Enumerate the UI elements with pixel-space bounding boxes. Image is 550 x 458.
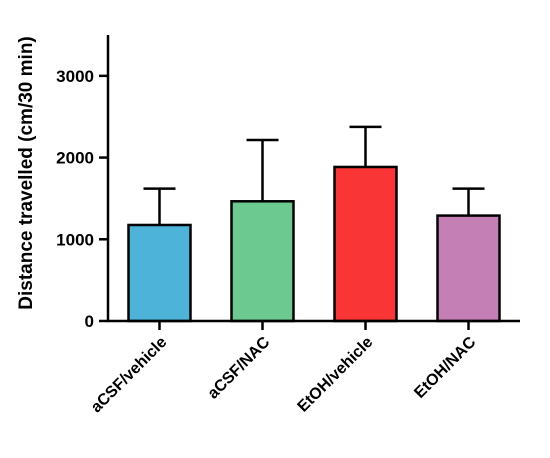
bar-EtOH/vehicle	[333, 165, 398, 323]
x-tick-label: aCSF/NAC	[205, 333, 274, 402]
y-axis-title: Distance travelled (cm/30 min)	[16, 36, 37, 310]
x-tick-label: EtOH/vehicle	[295, 334, 377, 416]
y-tick-label: 0	[85, 312, 94, 331]
y-tick-label: 3000	[56, 67, 94, 86]
x-tick-label: EtOH/NAC	[411, 333, 479, 401]
y-tick-label: 2000	[56, 149, 94, 168]
bar-aCSF/vehicle	[127, 223, 192, 323]
bar-EtOH/NAC	[436, 214, 501, 323]
bar-aCSF/NAC	[230, 200, 295, 323]
x-tick-label: aCSF/vehicle	[88, 334, 171, 417]
y-tick-label: 1000	[56, 230, 94, 249]
